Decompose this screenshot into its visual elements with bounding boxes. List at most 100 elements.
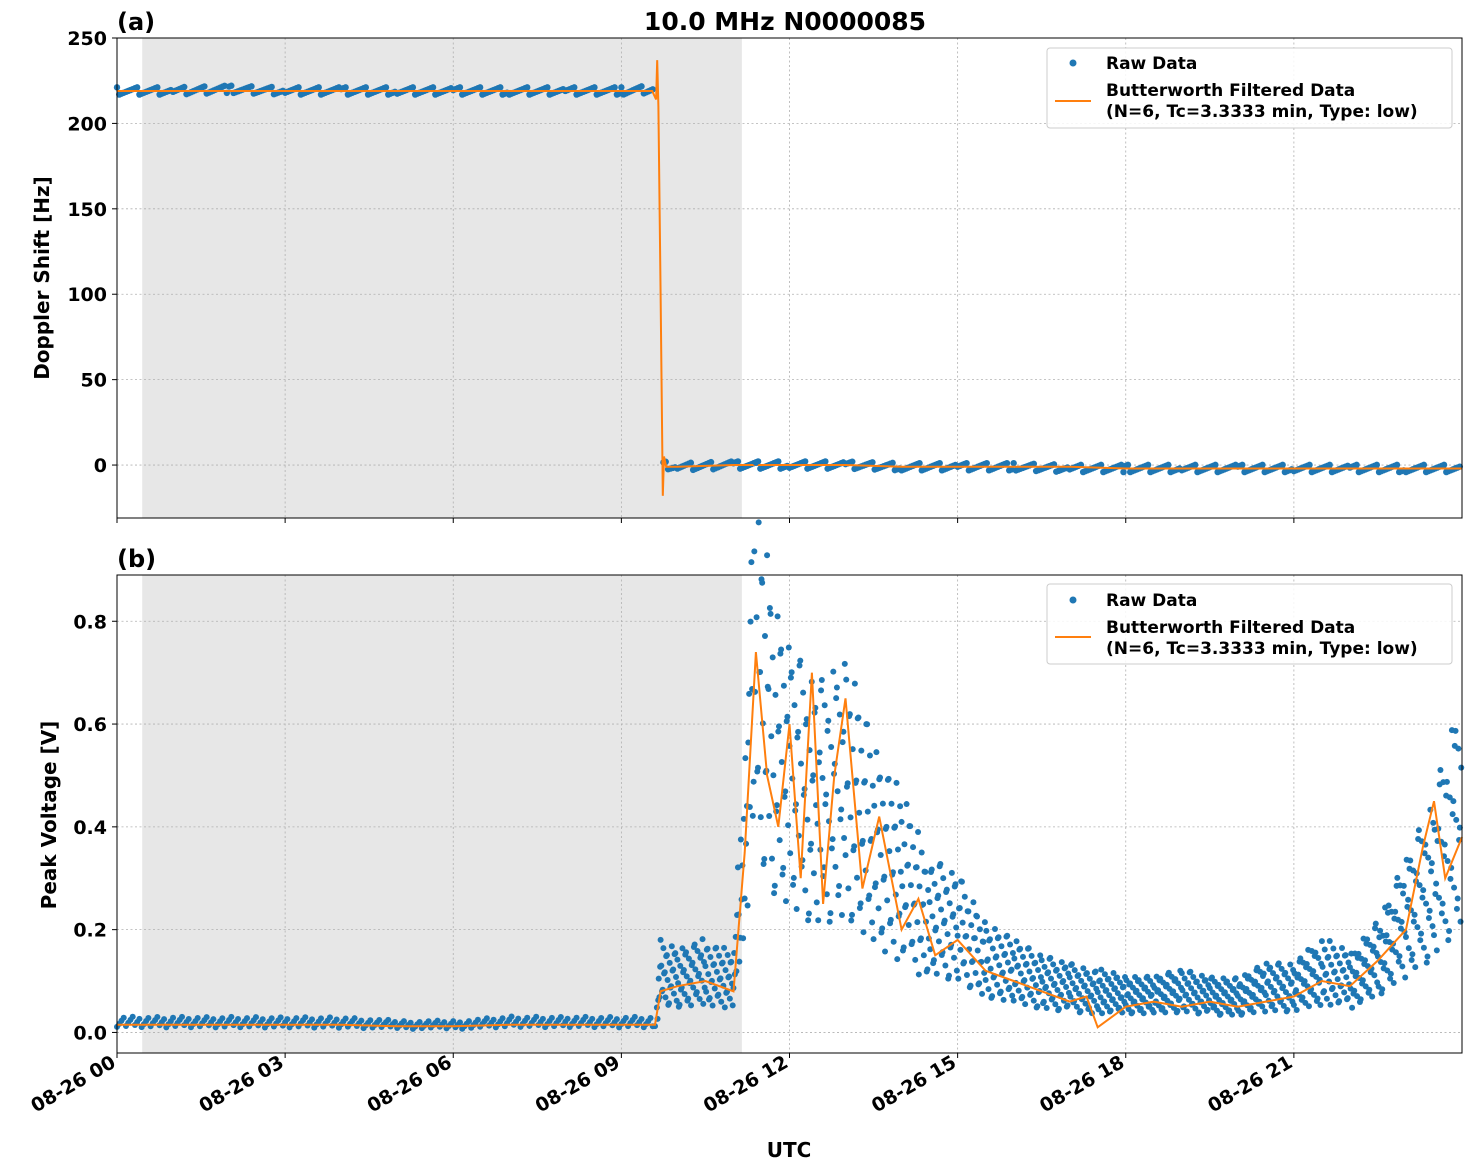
raw-data-point xyxy=(694,948,701,955)
raw-data-point xyxy=(1181,975,1188,982)
raw-data-point xyxy=(849,911,856,918)
raw-data-point xyxy=(892,823,899,830)
raw-data-point xyxy=(1398,918,1405,925)
raw-data-point xyxy=(1387,970,1394,977)
raw-data-point xyxy=(690,984,697,991)
raw-data-point xyxy=(309,1016,316,1023)
raw-data-point xyxy=(963,459,970,467)
x-tick-label: 08-26 12 xyxy=(700,1051,792,1117)
raw-data-point xyxy=(1334,976,1341,983)
raw-data-point xyxy=(1069,980,1076,987)
raw-data-point xyxy=(705,971,712,978)
raw-data-point xyxy=(967,982,974,989)
raw-data-point xyxy=(961,893,968,900)
raw-data-point xyxy=(1056,972,1063,979)
raw-data-point xyxy=(544,84,551,91)
raw-data-point xyxy=(953,967,960,974)
raw-data-point xyxy=(1008,966,1015,973)
x-axis-tick-labels: 08-26 00 08-26 03 08-26 06 08-26 09 08-26 12… xyxy=(27,1051,1296,1117)
panel-b-peak-voltage: (b) Peak Voltage [V] 0.0 0.2 0.4 0.6 0.8 Raw… xyxy=(37,459,1465,1058)
raw-data-point xyxy=(1299,994,1306,1001)
raw-data-point xyxy=(1426,907,1433,914)
raw-data-point xyxy=(929,913,936,920)
panel-b-ylabel: Peak Voltage [V] xyxy=(37,721,61,910)
raw-data-point xyxy=(883,823,890,830)
raw-data-point xyxy=(1342,952,1349,959)
raw-data-point xyxy=(958,878,965,885)
raw-data-point xyxy=(161,1016,168,1023)
shaded-interval xyxy=(142,38,742,518)
raw-data-point xyxy=(787,674,794,681)
raw-data-point xyxy=(1120,468,1127,476)
panel-a-plot-area: 0 50 100 150 200 250 xyxy=(67,28,1463,523)
raw-data-point xyxy=(721,944,728,951)
raw-data-point xyxy=(721,1004,728,1011)
raw-data-point xyxy=(1127,980,1134,987)
raw-data-point xyxy=(858,747,865,754)
shaded-interval xyxy=(142,575,742,1053)
raw-data-point xyxy=(1047,954,1054,961)
raw-data-point xyxy=(1293,987,1300,994)
raw-data-point xyxy=(1260,970,1267,977)
raw-data-point xyxy=(1405,896,1412,903)
raw-data-point xyxy=(1060,977,1067,984)
raw-data-point xyxy=(1387,975,1394,982)
raw-data-point xyxy=(768,733,775,740)
raw-data-point xyxy=(1137,1005,1144,1012)
raw-data-point xyxy=(979,990,986,997)
raw-data-point xyxy=(1039,978,1046,985)
raw-data-point xyxy=(1415,827,1422,834)
raw-data-point xyxy=(719,959,726,966)
raw-data-point xyxy=(741,895,748,902)
raw-data-point xyxy=(782,898,789,905)
raw-data-point xyxy=(228,82,235,89)
raw-data-point xyxy=(847,814,854,821)
raw-data-point xyxy=(693,989,700,996)
raw-data-point xyxy=(1188,985,1195,992)
raw-data-point xyxy=(179,1013,186,1020)
legend-filtered-label: Butterworth Filtered Data xyxy=(1106,81,1355,101)
raw-data-point xyxy=(1393,461,1401,469)
raw-data-point xyxy=(768,855,775,862)
raw-data-point xyxy=(631,1013,638,1020)
raw-data-point xyxy=(1408,957,1415,964)
raw-data-point xyxy=(1217,1010,1224,1017)
raw-data-point xyxy=(726,973,733,980)
raw-data-point xyxy=(1028,952,1035,959)
raw-data-point xyxy=(796,662,803,669)
raw-data-point xyxy=(941,917,948,924)
raw-data-point xyxy=(894,846,901,853)
raw-data-point xyxy=(692,966,699,973)
raw-data-point xyxy=(766,813,773,820)
raw-data-point xyxy=(1139,995,1146,1002)
raw-data-point xyxy=(1258,984,1265,991)
raw-data-point xyxy=(1062,964,1069,971)
raw-data-point xyxy=(761,856,768,863)
raw-data-point xyxy=(851,843,858,850)
raw-data-point xyxy=(864,721,871,728)
raw-data-point xyxy=(1399,963,1406,970)
raw-data-point xyxy=(1120,983,1127,990)
y-tick-label: 0.6 xyxy=(73,714,107,736)
raw-data-point xyxy=(185,1015,192,1022)
raw-data-point xyxy=(803,716,810,723)
raw-data-point xyxy=(778,646,785,653)
raw-data-point xyxy=(1194,994,1201,1001)
raw-data-point xyxy=(483,1015,490,1022)
raw-data-point xyxy=(985,986,992,993)
raw-data-point xyxy=(910,844,917,851)
raw-data-point xyxy=(744,902,751,909)
raw-data-point xyxy=(1142,984,1149,991)
y-tick-label: 0.8 xyxy=(73,611,107,633)
raw-data-point xyxy=(957,946,964,953)
raw-data-point xyxy=(1428,868,1435,875)
raw-data-point xyxy=(970,899,977,906)
raw-data-point xyxy=(1321,988,1328,995)
raw-data-point xyxy=(773,802,780,809)
raw-data-point xyxy=(499,1015,506,1022)
raw-data-point xyxy=(882,948,889,955)
raw-data-point xyxy=(724,952,731,959)
raw-data-point xyxy=(1395,958,1402,965)
raw-data-point xyxy=(1379,986,1386,993)
x-axis-label: UTC xyxy=(767,1138,812,1162)
